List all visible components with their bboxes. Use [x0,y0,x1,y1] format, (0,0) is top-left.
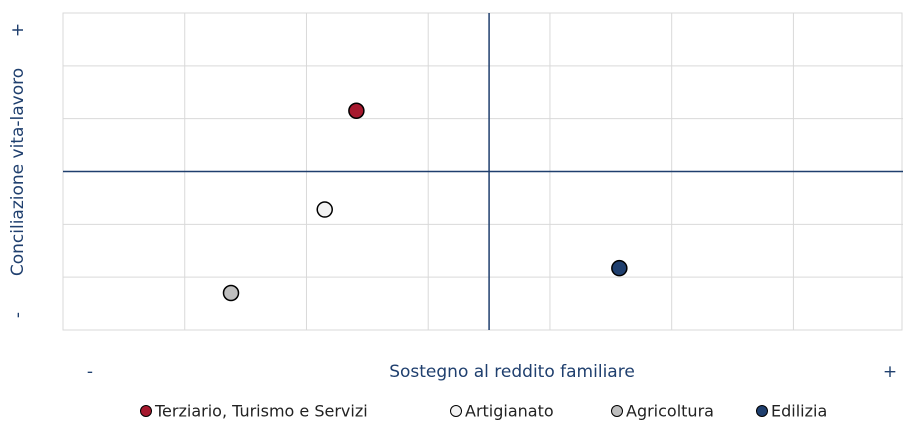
legend-marker [450,405,462,417]
x-axis-label: Sostegno al reddito familiare [389,362,635,382]
legend-label: Agricoltura [626,402,714,421]
y-min-label: - [8,312,28,318]
legend-marker [611,405,623,417]
x-min-label: - [87,362,93,382]
y-max-label: + [8,23,28,37]
legend-label: Edilizia [771,402,827,421]
legend-marker [140,405,152,417]
legend-marker [756,405,768,417]
point [611,259,628,277]
legend-label: Terziario, Turismo e Servizi [154,402,368,421]
x-max-label: + [883,362,897,382]
legend-label: Artigianato [465,402,554,421]
point [316,201,333,218]
point [222,284,240,302]
point [348,102,365,119]
y-axis-label: Conciliazione vita-lavoro [8,68,28,276]
